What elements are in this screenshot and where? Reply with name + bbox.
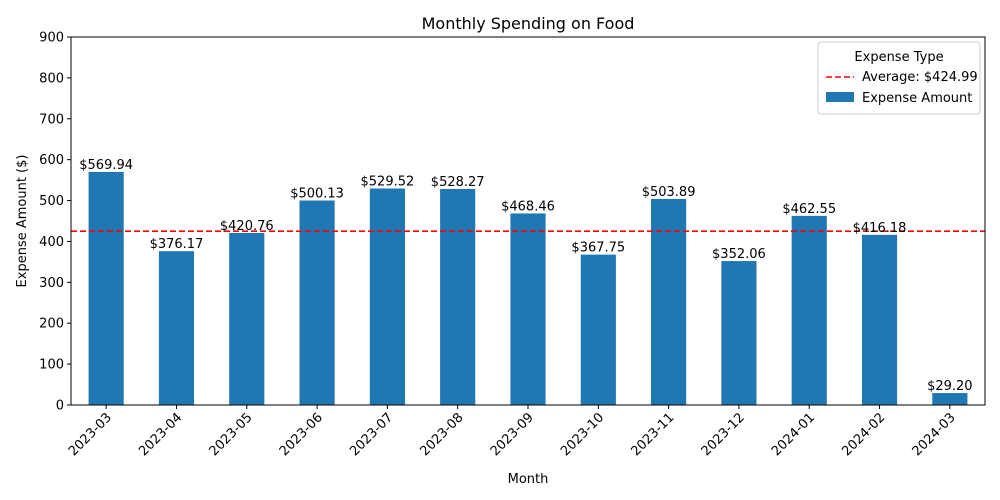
x-tick-label: 2023-12: [699, 410, 748, 459]
data-label: $376.17: [150, 237, 204, 252]
x-tick-label: 2023-11: [628, 410, 677, 459]
x-tick-label: 2024-01: [769, 410, 818, 459]
bar: [580, 254, 616, 405]
x-tick-label: 2024-02: [839, 410, 888, 459]
y-tick-label: 900: [39, 31, 64, 46]
x-tick-label: 2023-07: [347, 410, 396, 459]
x-tick-label: 2023-04: [136, 410, 185, 459]
data-label: $500.13: [290, 187, 344, 202]
y-tick-label: 800: [39, 71, 64, 86]
data-label: $420.76: [220, 219, 274, 234]
x-tick-label: 2023-06: [277, 410, 326, 459]
y-tick-label: 100: [39, 358, 64, 373]
y-tick-label: 600: [39, 153, 64, 168]
y-tick-label: 700: [39, 112, 64, 127]
bar: [791, 215, 827, 405]
data-label: $468.46: [501, 199, 555, 214]
bar: [932, 393, 968, 405]
x-tick-label: 2023-08: [417, 410, 466, 459]
y-tick-label: 0: [56, 399, 64, 414]
bar: [510, 213, 546, 405]
legend-title: Expense Type: [854, 50, 943, 65]
y-tick-label: 200: [39, 317, 64, 332]
data-label: $416.18: [853, 221, 907, 236]
x-tick-label: 2023-09: [488, 410, 537, 459]
y-tick-label: 300: [39, 276, 64, 291]
y-tick-label: 500: [39, 194, 64, 209]
bar: [651, 198, 687, 405]
legend-bar-label: Expense Amount: [862, 91, 972, 106]
data-label: $29.20: [927, 379, 973, 394]
bar: [229, 232, 265, 405]
y-tick-label: 400: [39, 235, 64, 250]
y-axis-label: Expense Amount ($): [15, 155, 30, 288]
x-tick-label: 2024-03: [910, 410, 959, 459]
data-label: $528.27: [431, 175, 485, 190]
x-tick-label: 2023-03: [66, 410, 115, 459]
x-axis-label: Month: [508, 472, 549, 487]
bar: [158, 251, 195, 405]
bar: [299, 200, 335, 405]
data-label: $569.94: [79, 158, 133, 173]
legend-average-label: Average: $424.99: [862, 70, 978, 85]
bar: [369, 188, 405, 405]
bar: [721, 261, 757, 405]
data-label: $503.89: [642, 185, 696, 200]
data-label: $367.75: [571, 241, 625, 256]
legend-frame: [817, 41, 981, 115]
x-tick-label: 2023-10: [558, 410, 607, 459]
data-label: $462.55: [782, 202, 836, 217]
data-label: $529.52: [361, 174, 415, 189]
legend-bar-swatch: [826, 92, 854, 102]
data-label: $352.06: [712, 247, 766, 262]
x-tick-label: 2023-05: [207, 410, 256, 459]
bar: [861, 234, 898, 405]
bar: [88, 171, 124, 405]
legend: Expense Type Average: $424.99 Expense Am…: [817, 41, 981, 115]
bar: [440, 188, 476, 405]
chart-title: Monthly Spending on Food: [422, 14, 635, 33]
